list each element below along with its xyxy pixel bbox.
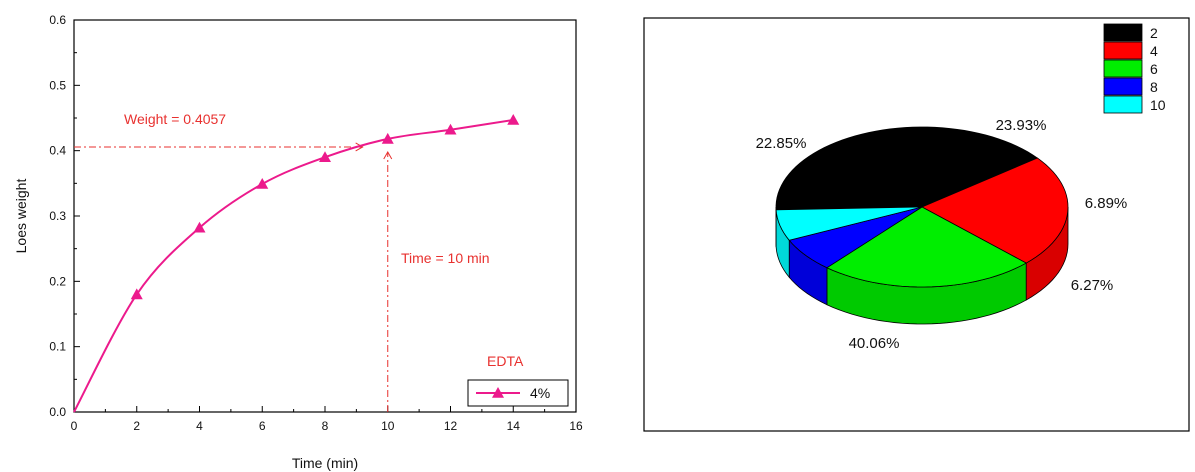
pie-label-4: 22.85%	[756, 135, 807, 152]
pie-slice-6	[826, 206, 1028, 288]
pie-label-2: 40.06%	[849, 335, 900, 352]
data-point	[130, 288, 143, 300]
y-tick-label: 0.6	[49, 13, 66, 27]
pie-frame	[643, 17, 1190, 432]
x-tick-label: 16	[569, 419, 583, 433]
x-tick-label: 0	[71, 419, 78, 433]
legend-marker	[492, 387, 504, 398]
pie-label-10: 6.27%	[1071, 277, 1114, 294]
time-arrowhead	[383, 150, 393, 160]
pie-slice-8	[788, 206, 923, 269]
x-tick-label: 12	[444, 419, 458, 433]
legend: 4%	[467, 379, 569, 407]
pie-chart: 40.06% 22.85% 23.93% 6.89% 6.27% 2 4 6 8 10	[643, 17, 1190, 432]
y-tick-label: 0.4	[49, 144, 66, 158]
data-point	[256, 177, 269, 189]
annotations	[74, 142, 393, 412]
pie-legend-label: 8	[1150, 79, 1158, 95]
x-tick-label: 14	[507, 419, 521, 433]
data-point	[444, 123, 457, 135]
pie-labels: 40.06% 22.85% 23.93% 6.89% 6.27%	[756, 117, 1128, 352]
pie-label-6: 23.93%	[996, 117, 1047, 134]
series-markers	[130, 113, 520, 300]
pie-legend-swatch	[1103, 23, 1143, 42]
pie-legend-swatch	[1103, 77, 1143, 96]
pie-legend-label: 6	[1150, 61, 1158, 77]
legend-title: EDTA	[487, 353, 524, 369]
y-axis-title: Loes weight	[13, 179, 29, 254]
data-point	[193, 221, 206, 233]
y-tick-label: 0.2	[49, 274, 66, 288]
pie-legend-label: 10	[1150, 97, 1166, 113]
pie-tops	[775, 126, 1069, 288]
legend-label: 4%	[530, 385, 550, 401]
pie-legend-swatch	[1103, 95, 1143, 114]
pie-label-8: 6.89%	[1085, 195, 1128, 212]
x-tick-label: 8	[322, 419, 329, 433]
pie-legend-swatch	[1103, 59, 1143, 78]
weight-arrowhead	[355, 142, 364, 152]
pie-slice-4	[921, 157, 1069, 264]
x-axis: 0 2 4 6 8 10 12 14 16	[71, 406, 583, 433]
y-tick-label: 0.0	[49, 405, 66, 419]
pie-legend: 2 4 6 8 10	[1103, 23, 1166, 114]
annotation-time: Time = 10 min	[401, 250, 490, 266]
annotation-weight: Weight = 0.4057	[124, 111, 226, 127]
pie-slice-10	[775, 206, 923, 241]
data-point	[507, 113, 520, 125]
data-point	[381, 132, 394, 144]
y-axis: 0.0 0.1 0.2 0.3 0.4 0.5 0.6	[49, 13, 80, 419]
x-tick-label: 10	[381, 419, 395, 433]
pie-legend-swatch	[1103, 41, 1143, 60]
y-tick-label: 0.5	[49, 78, 66, 92]
x-tick-label: 6	[259, 419, 266, 433]
pie-legend-label: 2	[1150, 25, 1158, 41]
pie-slice-2	[775, 126, 1039, 211]
line-chart: 0 2 4 6 8 10 12 14 16 0.0 0.1 0.2 0.3 0.4 0.5 0.6 Time…	[13, 13, 583, 471]
y-tick-label: 0.3	[49, 209, 66, 223]
pie-legend-label: 4	[1150, 43, 1158, 59]
data-point	[319, 151, 331, 162]
y-tick-label: 0.1	[49, 340, 66, 354]
x-tick-label: 4	[196, 419, 203, 433]
x-tick-label: 2	[133, 419, 140, 433]
x-axis-title: Time (min)	[292, 455, 358, 471]
pie-sides	[775, 206, 1069, 325]
